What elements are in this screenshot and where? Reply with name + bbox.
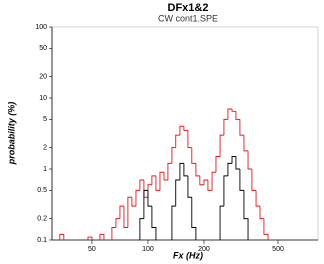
step-bin	[127, 196, 132, 228]
step-bin	[151, 206, 157, 240]
step-bin	[87, 236, 93, 240]
step-bin	[119, 205, 124, 219]
step-bin	[263, 218, 269, 240]
step-bin	[251, 169, 257, 191]
step-bin	[207, 179, 213, 191]
y-tick-label: 5	[43, 116, 47, 123]
step-bin	[231, 156, 236, 164]
step-bin	[59, 233, 65, 240]
step-bin	[147, 184, 152, 198]
step-bin	[115, 218, 120, 228]
step-bin	[187, 175, 192, 198]
step-bin	[135, 189, 140, 207]
step-bin	[179, 125, 184, 136]
step-bin	[259, 206, 264, 220]
step-bin	[143, 179, 148, 198]
x-tick-label: 500	[272, 246, 284, 253]
step-bin	[255, 190, 260, 207]
step-bin	[183, 126, 188, 131]
step-bin	[171, 147, 176, 164]
step-bin	[163, 172, 168, 181]
step-bin	[215, 156, 221, 173]
step-bin	[183, 163, 188, 177]
x-axis-label: Fx (Hz)	[173, 250, 203, 260]
step-bin	[239, 169, 244, 191]
y-tick-label: 50	[39, 45, 47, 52]
step-bin	[203, 179, 208, 185]
chart-subtitle: CW cont1.SPE	[158, 13, 218, 23]
step-bin	[247, 150, 252, 170]
step-bin	[235, 111, 240, 120]
step-bin	[131, 197, 136, 207]
y-tick-label: 100	[35, 24, 47, 31]
step-bin	[191, 147, 196, 164]
y-tick-label: 0.2	[37, 215, 47, 222]
step-bin	[99, 233, 105, 240]
step-bin	[227, 108, 233, 120]
y-tick-label: 10	[39, 95, 47, 102]
step-bin	[171, 205, 176, 240]
step-bin	[211, 171, 216, 191]
plot-frame	[51, 26, 319, 241]
step-bin	[187, 130, 192, 149]
y-tick-label: 0.1	[37, 237, 47, 244]
chart-title: DFx1&2	[168, 2, 209, 14]
step-bin	[223, 118, 228, 136]
step-bin	[243, 135, 249, 152]
x-tick-label: 50	[88, 246, 96, 253]
step-bin	[235, 156, 240, 170]
y-axis-label: probability (%)	[6, 102, 16, 166]
step-bin	[239, 119, 244, 136]
step-bin	[143, 189, 148, 219]
step-bin	[199, 175, 204, 186]
x-tick-label: 200	[198, 246, 210, 253]
y-tick-label: 1	[43, 166, 47, 173]
step-bin	[223, 175, 228, 207]
step-bin	[155, 175, 160, 191]
step-bin	[123, 206, 128, 228]
step-bin	[139, 179, 144, 191]
step-bin	[243, 190, 249, 240]
step-bin	[159, 171, 165, 191]
step-bin	[167, 162, 172, 180]
step-bin	[139, 218, 144, 240]
step-bin	[175, 179, 180, 207]
y-tick-label: 20	[39, 73, 47, 80]
step-bin	[151, 175, 156, 185]
y-tick-label: 2	[43, 144, 47, 151]
step-bin	[227, 162, 233, 176]
step-bin	[191, 197, 197, 240]
step-bin	[175, 134, 180, 148]
step-bin	[179, 162, 184, 180]
x-tick-label: 100	[142, 246, 154, 253]
y-tick-label: 0.5	[37, 187, 47, 194]
step-bin	[111, 227, 116, 240]
step-bin	[147, 190, 152, 207]
step-bin	[231, 108, 236, 112]
step-bin	[195, 163, 200, 177]
step-bin	[219, 134, 224, 157]
step-bin	[219, 205, 224, 240]
